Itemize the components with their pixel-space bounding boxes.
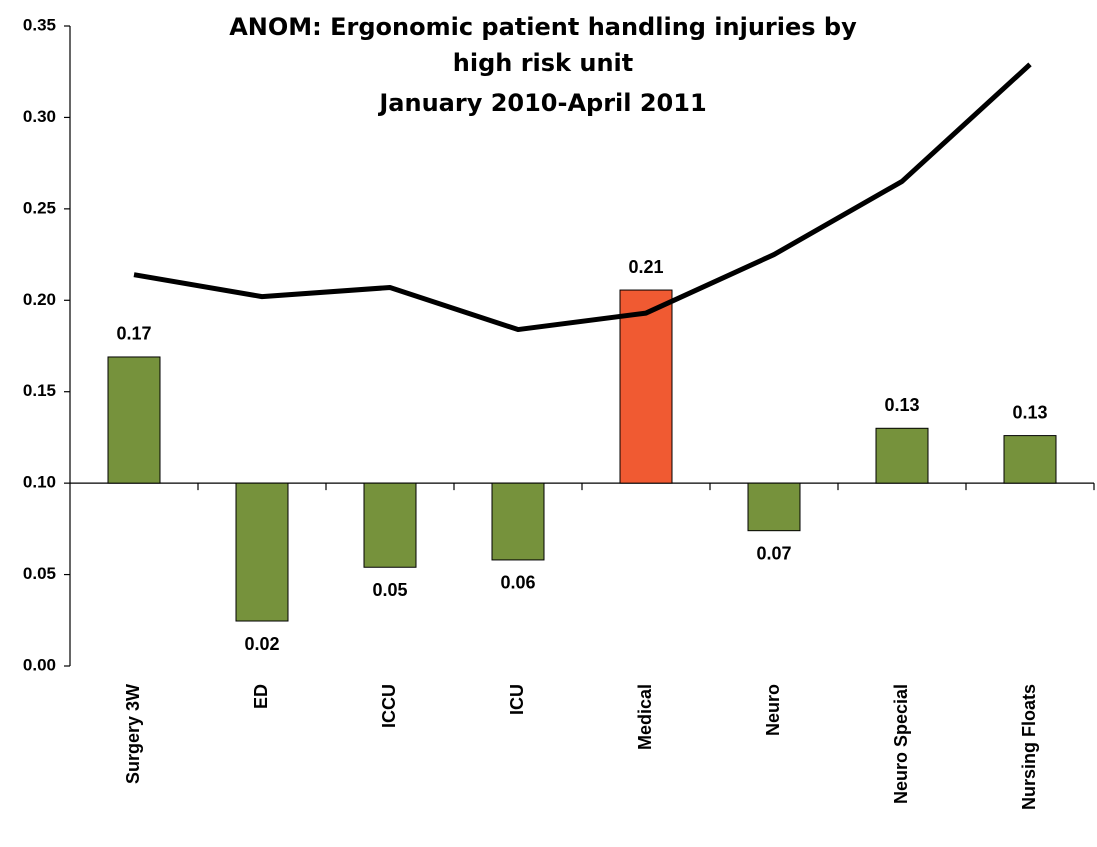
chart-title: January 2010-April 2011 [377,89,706,117]
value-label: 0.13 [1012,402,1047,422]
y-tick-label: 0.30 [23,107,56,126]
value-label: 0.07 [756,543,791,563]
x-tick-label: Medical [635,684,655,750]
bar [747,482,801,532]
value-label: 0.21 [628,257,663,277]
value-label: 0.05 [372,580,407,600]
value-label: 0.06 [500,573,535,593]
bar [1003,435,1057,484]
bar [491,482,545,561]
y-tick-label: 0.20 [23,290,56,309]
x-tick-label: ICCU [379,684,399,728]
x-tick-label: Neuro [763,684,783,736]
y-tick-label: 0.05 [23,564,56,583]
y-tick-label: 0.15 [23,381,56,400]
line [133,62,1032,333]
y-tick-label: 0.10 [23,473,56,492]
x-tick-label: Neuro Special [891,684,911,804]
bar [619,289,673,484]
chart-title: high risk unit [453,49,633,77]
bar [107,356,161,484]
bar [235,482,289,622]
y-tick-label: 0.00 [23,655,56,674]
x-tick-label: ICU [507,684,527,715]
x-tick-label: Surgery 3W [123,684,143,784]
value-label: 0.17 [116,324,151,344]
bar [875,427,929,484]
x-tick-label: Nursing Floats [1019,684,1039,810]
value-label: 0.13 [884,395,919,415]
bar [363,482,417,568]
y-tick-label: 0.35 [23,15,56,34]
value-label: 0.02 [244,634,279,654]
y-tick-label: 0.25 [23,198,56,217]
x-tick-label: ED [251,684,271,709]
chart-title: ANOM: Ergonomic patient handling injurie… [229,13,857,41]
